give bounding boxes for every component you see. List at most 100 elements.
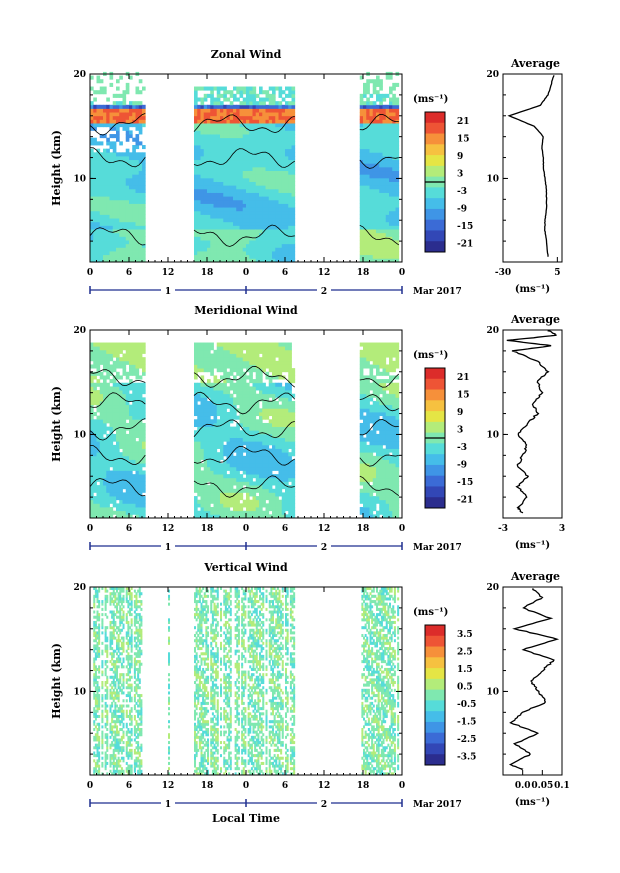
heatmap-cell	[213, 386, 218, 391]
heatmap-cell	[281, 188, 286, 193]
heatmap-cell	[275, 229, 279, 234]
heatmap-cell	[112, 247, 117, 252]
heatmap-cell	[229, 455, 234, 460]
heatmap-cell	[265, 404, 270, 409]
heatmap-cell	[389, 199, 393, 204]
heatmap-cell	[382, 192, 387, 197]
heatmap-cell	[281, 353, 286, 358]
heatmap-cell	[109, 368, 114, 373]
heatmap-cell	[272, 459, 276, 464]
heatmap-cell	[207, 188, 211, 193]
heatmap-cell	[395, 254, 400, 259]
heatmap-cell	[275, 452, 279, 457]
heatmap-cell	[96, 401, 101, 406]
heatmap-cell	[233, 463, 237, 468]
heatmap-cell	[249, 177, 253, 182]
heatmap-cell	[262, 126, 266, 131]
heatmap-cell	[103, 507, 107, 512]
heatmap-cell	[249, 196, 253, 201]
heatmap-cell	[116, 170, 120, 175]
heatmap-cell	[275, 166, 279, 172]
heatmap-cell	[129, 415, 133, 420]
heatmap-cell	[112, 240, 117, 245]
heatmap-cell	[129, 393, 133, 398]
heatmap-cell	[268, 452, 273, 457]
heatmap-cell	[236, 145, 240, 150]
heatmap-cell	[389, 207, 393, 212]
heatmap-cell	[129, 397, 133, 402]
heatmap-cell	[359, 170, 364, 175]
heatmap-cell	[395, 247, 400, 252]
heatmap-cell	[242, 382, 247, 387]
heatmap-cell	[268, 108, 273, 113]
heatmap-cell	[135, 382, 140, 387]
heatmap-cell	[366, 152, 370, 157]
heatmap-cell	[233, 455, 237, 460]
heatmap-cell	[138, 503, 143, 508]
heatmap-cell	[112, 243, 117, 248]
heatmap-cell	[135, 474, 140, 479]
heatmap-cell	[125, 346, 130, 351]
heatmap-cell	[96, 177, 101, 182]
heatmap-cell	[236, 134, 240, 139]
heatmap-cell	[291, 115, 296, 120]
heatmap-cell	[288, 159, 292, 164]
heatmap-cell	[203, 240, 208, 245]
heatmap-cell	[366, 126, 370, 131]
heatmap-cell	[197, 225, 201, 230]
heatmap-cell	[246, 474, 250, 479]
heatmap-cell	[262, 104, 266, 109]
heatmap-cell	[288, 390, 292, 395]
heatmap-cell	[200, 455, 205, 460]
heatmap-cell	[291, 152, 296, 157]
heatmap-cell	[203, 251, 208, 256]
heatmap-cell	[275, 375, 279, 380]
heatmap-cell	[213, 499, 218, 504]
heatmap-cell	[265, 430, 270, 435]
heatmap-cell	[268, 214, 273, 219]
heatmap-cell	[252, 463, 257, 468]
heatmap-cell	[233, 415, 237, 420]
heatmap-cell	[259, 170, 263, 175]
heatmap-cell	[197, 258, 201, 263]
heatmap-cell	[288, 426, 292, 431]
heatmap-cell	[138, 210, 143, 215]
heatmap-cell	[197, 145, 201, 150]
heatmap-cell	[135, 123, 140, 128]
heatmap-cell	[359, 207, 364, 212]
heatmap-cell	[255, 152, 260, 157]
heatmap-cell	[249, 444, 253, 449]
heatmap-cell	[389, 145, 393, 150]
heatmap-cell	[203, 243, 208, 248]
heatmap-cell	[194, 499, 198, 504]
heatmap-cell	[249, 137, 253, 142]
heatmap-cell	[239, 163, 244, 168]
heatmap-cell	[359, 166, 364, 172]
heatmap-cell	[372, 225, 377, 230]
heatmap-cell	[395, 141, 400, 146]
heatmap-cell	[229, 514, 234, 519]
heatmap-cell	[197, 346, 201, 351]
heatmap-cell	[272, 496, 276, 501]
heatmap-cell	[272, 232, 276, 237]
heatmap-cell	[372, 152, 377, 157]
heatmap-cell	[197, 514, 201, 519]
heatmap-cell	[236, 214, 240, 219]
heatmap-cell	[213, 199, 218, 204]
heatmap-cell	[252, 466, 257, 471]
heatmap-cell	[239, 123, 244, 128]
heatmap-cell	[203, 177, 208, 182]
heatmap-cell	[395, 243, 400, 248]
heatmap-cell	[200, 452, 205, 457]
heatmap-cell	[129, 463, 133, 468]
heatmap-cell	[291, 119, 296, 124]
heatmap-cell	[226, 430, 231, 435]
heatmap-cell	[268, 177, 273, 182]
heatmap-cell	[385, 221, 390, 226]
heatmap-cell	[249, 130, 253, 135]
heatmap-cell	[229, 448, 234, 453]
heatmap-cell	[259, 177, 263, 182]
heatmap-cell	[197, 221, 201, 226]
heatmap-cell	[226, 247, 231, 252]
heatmap-cell	[229, 353, 234, 358]
